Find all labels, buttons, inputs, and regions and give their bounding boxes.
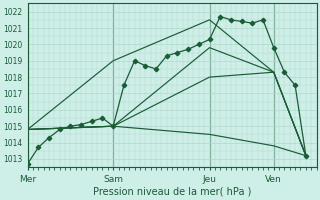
X-axis label: Pression niveau de la mer( hPa ): Pression niveau de la mer( hPa ) — [93, 187, 251, 197]
